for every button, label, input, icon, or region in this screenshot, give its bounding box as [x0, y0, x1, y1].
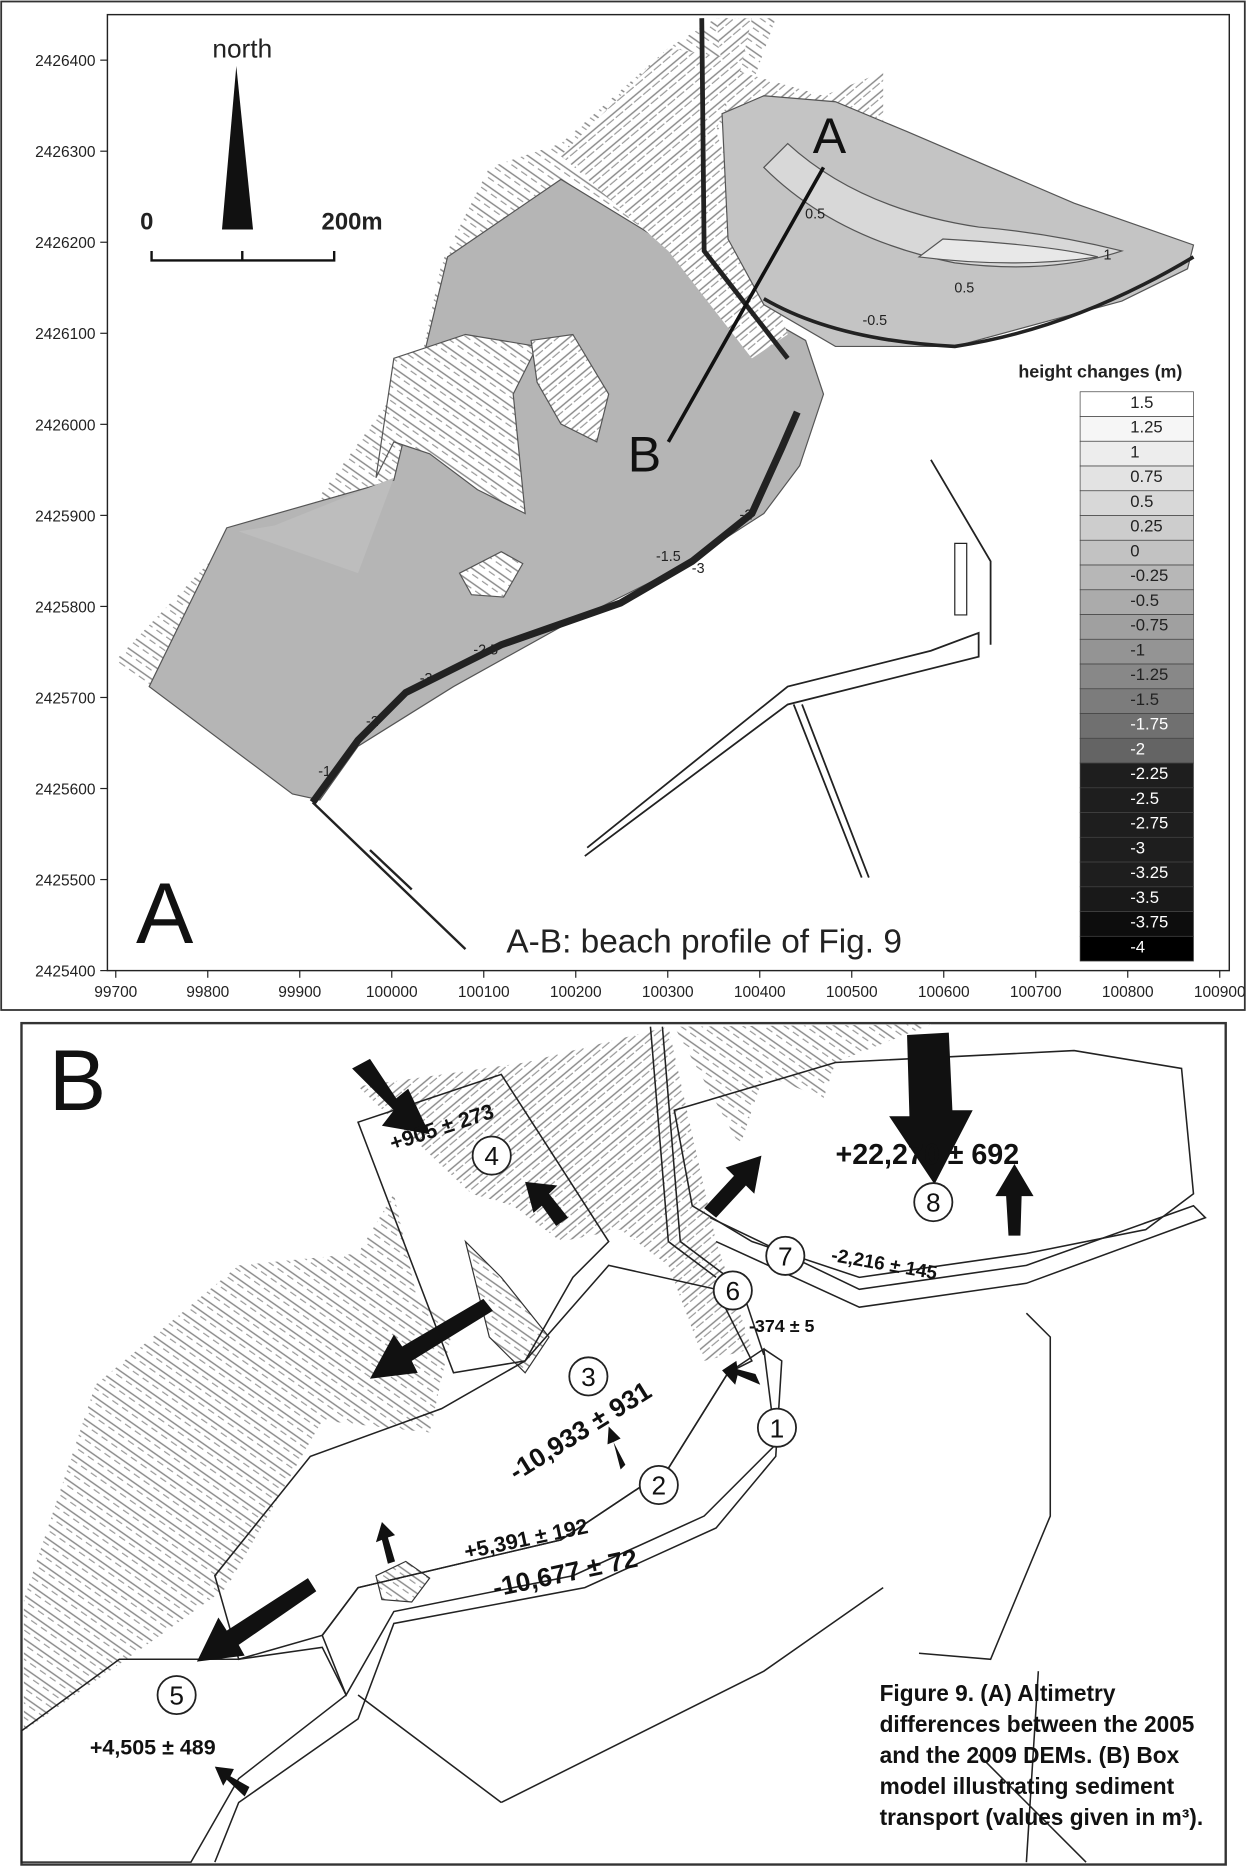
legend-label: -1.75	[1130, 715, 1168, 734]
legend-label: -1	[1130, 640, 1145, 659]
box-number: 5	[169, 1681, 184, 1711]
y-tick-label: 2426200	[35, 235, 96, 252]
y-tick-label: 2426100	[35, 326, 96, 343]
y-tick-label: 2425400	[35, 964, 96, 981]
box-number: 2	[651, 1471, 666, 1501]
contour-label: 1	[1104, 247, 1112, 263]
legend-label: -0.5	[1130, 591, 1159, 610]
box-number: 1	[770, 1413, 785, 1443]
y-tick-label: 2426300	[35, 144, 96, 161]
legend-label: 1.5	[1130, 393, 1153, 412]
legend-label: -2.25	[1130, 764, 1168, 783]
caption-line: and the 2009 DEMs. (B) Box	[880, 1742, 1180, 1768]
x-tick-label: 100800	[1102, 984, 1154, 1001]
x-tick-label: 99800	[186, 984, 229, 1001]
x-tick-label: 100200	[550, 984, 602, 1001]
legend-label: -4	[1130, 937, 1145, 956]
legend-label: -2	[1130, 739, 1145, 758]
legend-title: height changes (m)	[1018, 361, 1182, 381]
legend-label: -1.5	[1130, 690, 1159, 709]
legend-label: 0	[1130, 541, 1139, 560]
legend-label: -1.25	[1130, 665, 1168, 684]
box-number: 6	[725, 1276, 740, 1306]
legend-label: -2.5	[1130, 789, 1159, 808]
legend-label: 1.25	[1130, 418, 1162, 437]
north-label: north	[212, 34, 272, 64]
box-number: 3	[581, 1362, 596, 1392]
figure: north 0 200m A B A A-B: beach profile of…	[0, 0, 1246, 1872]
contour-label: -3	[692, 561, 705, 577]
x-tick-label: 100300	[642, 984, 694, 1001]
contour-label: 0.5	[954, 281, 974, 297]
contour-label: -1	[318, 764, 331, 780]
y-tick-label: 2425700	[35, 690, 96, 707]
y-tick-label: 2426400	[35, 53, 96, 70]
legend-label: -3	[1130, 838, 1145, 857]
caption-line: transport (values given in m³).	[880, 1804, 1204, 1830]
profile-end: B	[628, 427, 661, 483]
x-tick-label: 99900	[278, 984, 321, 1001]
legend-label: 0.25	[1130, 517, 1162, 536]
y-tick-label: 2425600	[35, 781, 96, 798]
legend-label: -3.75	[1130, 913, 1168, 932]
x-tick-label: 100600	[918, 984, 970, 1001]
x-tick-label: 100500	[826, 984, 878, 1001]
profile-start: A	[813, 108, 847, 164]
flux-label: +22,270 ± 692	[836, 1139, 1020, 1171]
legend-label: -3.5	[1130, 888, 1159, 907]
panel-label: A	[136, 866, 194, 962]
box-number: 4	[484, 1141, 499, 1171]
body: north 0 200m A B A A-B: beach profile of…	[0, 0, 1246, 1872]
legend-label: -0.75	[1130, 616, 1168, 635]
legend-label: 0.5	[1130, 492, 1153, 511]
x-tick-label: 100700	[1010, 984, 1062, 1001]
x-tick-label: 100100	[458, 984, 510, 1001]
x-tick-label: 100400	[734, 984, 786, 1001]
legend-label: -2.75	[1130, 814, 1168, 833]
legend-label: -3.25	[1130, 863, 1168, 882]
contour-label: 0.5	[805, 207, 825, 223]
contour-label: -0.5	[862, 313, 887, 329]
legend-label: 1	[1130, 442, 1139, 461]
caption-line: differences between the 2005	[880, 1711, 1195, 1737]
y-tick-label: 2425500	[35, 873, 96, 890]
contour-label: -1.5	[656, 549, 681, 565]
y-tick-label: 2426000	[35, 417, 96, 434]
flux-label: -374 ± 5	[749, 1316, 815, 1336]
box-number: 8	[926, 1188, 941, 1218]
flux-label: +4,505 ± 489	[90, 1736, 216, 1760]
caption-line: model illustrating sediment	[880, 1773, 1175, 1799]
contour-label: -2.5	[473, 642, 498, 658]
legend-label: 0.75	[1130, 467, 1162, 486]
caption-line: Figure 9. (A) Altimetry	[880, 1680, 1116, 1706]
profile-caption: A-B: beach profile of Fig. 9	[506, 924, 902, 961]
scale-start: 0	[140, 208, 153, 235]
y-tick-label: 2425900	[35, 508, 96, 525]
scale-end: 200m	[322, 208, 383, 235]
contour-label: -2	[366, 714, 379, 730]
panel-label: B	[49, 1033, 106, 1129]
legend-label: -0.25	[1130, 566, 1168, 585]
x-tick-label: 99700	[94, 984, 137, 1001]
contour-label: -2	[740, 507, 753, 523]
panel-a: north 0 200m A B A A-B: beach profile of…	[1, 2, 1246, 1010]
page: Figure 9 {"panel_a": { "label": "A", "xl…	[0, 0, 1246, 1872]
y-tick-label: 2425800	[35, 599, 96, 616]
x-tick-label: 100000	[366, 984, 418, 1001]
contour-label: -3	[420, 671, 433, 687]
box-number: 7	[778, 1241, 793, 1271]
x-tick-label: 100900	[1194, 984, 1246, 1001]
